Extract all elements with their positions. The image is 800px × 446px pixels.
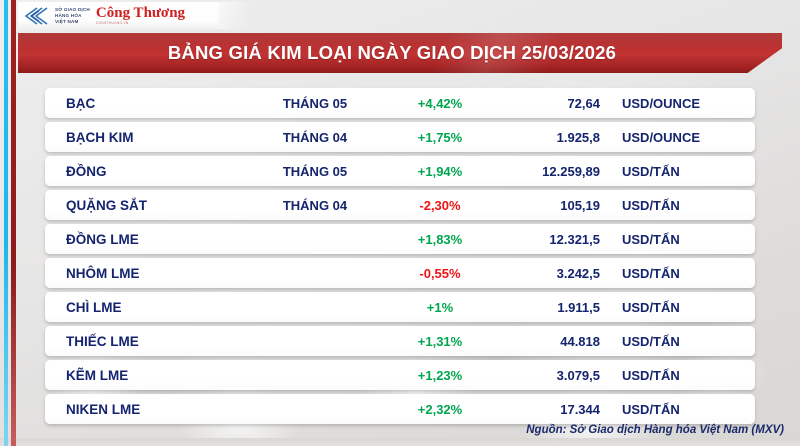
row-metal-name: ĐỒNG LME xyxy=(66,231,139,247)
row-metal-name: BẠC xyxy=(66,95,96,111)
table-row: KẼM LME +1,23% 3.079,5 USD/TẤN xyxy=(45,360,755,390)
publisher-logo: Công Thương CONGTHUONG.VN xyxy=(95,5,186,26)
row-change-percent: +1,75% xyxy=(417,129,463,145)
mxv-logo-icon xyxy=(24,6,48,25)
page-title: BẢNG GIÁ KIM LOẠI NGÀY GIAO DỊCH 25/03/2… xyxy=(167,42,617,63)
row-metal-name: THIẾC LME xyxy=(66,333,139,349)
logo-bar: SỞ GIAO DỊCH HÀNG HÓA VIỆT NAM Công Thươ… xyxy=(18,2,218,29)
row-price: 1.911,5 xyxy=(557,299,600,315)
row-price: 105,19 xyxy=(560,197,600,213)
publisher-name: Công Thương xyxy=(95,5,186,21)
table-row: ĐỒNG LME +1,83% 12.321,5 USD/TẤN xyxy=(45,224,755,254)
row-price: 44.818 xyxy=(560,333,600,349)
table-row: THIẾC LME +1,31% 44.818 USD/TẤN xyxy=(45,326,755,356)
table-row: ĐỒNG THÁNG 05 +1,94% 12.259,89 USD/TẤN xyxy=(45,156,755,186)
accent-stripe-cyan xyxy=(4,0,8,446)
exchange-name-line-2: HÀNG HÓA xyxy=(55,12,82,18)
row-price: 12.321,5 xyxy=(549,231,600,247)
row-change-percent: +4,42% xyxy=(417,95,463,111)
row-unit: USD/TẤN xyxy=(622,299,680,315)
title-banner: BẢNG GIÁ KIM LOẠI NGÀY GIAO DỊCH 25/03/2… xyxy=(18,33,782,73)
row-unit: USD/OUNCE xyxy=(622,95,701,111)
row-metal-name: BẠCH KIM xyxy=(66,129,134,145)
row-metal-name: KẼM LME xyxy=(66,367,129,383)
row-change-percent: +1,94% xyxy=(417,163,463,179)
row-unit: USD/TẤN xyxy=(622,163,680,179)
table-row: NHÔM LME -0,55% 3.242,5 USD/TẤN xyxy=(45,258,755,288)
table-row: BẠC THÁNG 05 +4,42% 72,64 USD/OUNCE xyxy=(45,88,755,118)
row-metal-name: CHÌ LME xyxy=(66,299,122,315)
row-unit: USD/TẤN xyxy=(622,265,680,281)
row-metal-name: ĐỒNG xyxy=(66,163,107,179)
table-row: NIKEN LME +2,32% 17.344 USD/TẤN xyxy=(45,394,755,424)
publisher-subtitle: CONGTHUONG.VN xyxy=(95,21,129,25)
row-change-percent: +1,23% xyxy=(417,367,463,383)
accent-stripe-red xyxy=(11,0,16,446)
background-bottom-bar xyxy=(0,438,800,446)
row-unit: USD/TẤN xyxy=(622,367,680,383)
row-change-percent: +1% xyxy=(426,299,454,315)
row-change-percent: +1,83% xyxy=(417,231,463,247)
logo-bar-tail xyxy=(218,2,248,29)
exchange-name-line-3: VIỆT NAM xyxy=(55,18,79,24)
row-price: 3.079,5 xyxy=(556,367,600,383)
source-note: Nguồn: Sở Giao dịch Hàng hóa Việt Nam (M… xyxy=(526,424,784,436)
row-price: 1.925,8 xyxy=(556,129,600,145)
row-change-percent: -2,30% xyxy=(419,197,461,213)
row-contract-month: THÁNG 05 xyxy=(282,95,348,111)
row-metal-name: NHÔM LME xyxy=(66,265,140,281)
row-change-percent: +1,31% xyxy=(417,333,463,349)
row-metal-name: NIKEN LME xyxy=(66,401,141,417)
row-price: 17.344 xyxy=(560,401,600,417)
table-row: QUẶNG SẮT THÁNG 04 -2,30% 105,19 USD/TẤN xyxy=(45,190,755,220)
metal-price-table: BẠC THÁNG 05 +4,42% 72,64 USD/OUNCE BẠCH KIM T… xyxy=(45,88,755,428)
row-metal-name: QUẶNG SẮT xyxy=(66,197,147,213)
row-contract-month: THÁNG 04 xyxy=(282,129,348,145)
row-unit: USD/TẤN xyxy=(622,401,680,417)
row-unit: USD/TẤN xyxy=(622,197,680,213)
table-row: BẠCH KIM THÁNG 04 +1,75% 1.925,8 USD/OUNCE xyxy=(45,122,755,152)
exchange-name: SỞ GIAO DỊCH HÀNG HÓA VIỆT NAM xyxy=(55,7,90,25)
row-unit: USD/OUNCE xyxy=(622,129,701,145)
row-price: 3.242,5 xyxy=(556,265,600,281)
table-row: CHÌ LME +1% 1.911,5 USD/TẤN xyxy=(45,292,755,322)
row-price: 72,64 xyxy=(567,95,600,111)
exchange-name-line-1: SỞ GIAO DỊCH xyxy=(55,6,90,12)
row-contract-month: THÁNG 04 xyxy=(282,197,348,213)
row-unit: USD/TẤN xyxy=(622,231,680,247)
row-change-percent: -0,55% xyxy=(419,265,461,281)
row-change-percent: +2,32% xyxy=(417,401,463,417)
row-contract-month: THÁNG 05 xyxy=(282,163,348,179)
row-price: 12.259,89 xyxy=(542,163,600,179)
row-unit: USD/TẤN xyxy=(622,333,680,349)
